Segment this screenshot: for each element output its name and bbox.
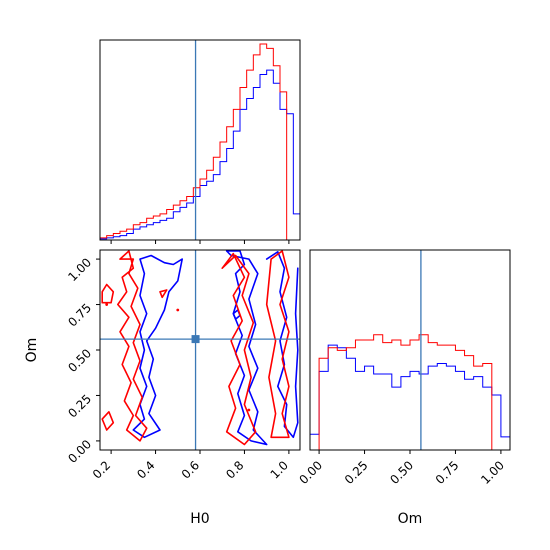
panel-h0-histogram [99,39,301,241]
contour-dot-2 [247,408,251,412]
truth-marker [191,335,200,344]
om-histogram-series-1 [310,334,510,451]
h0-tick-label-0: 0.2 [90,458,113,481]
contour-7 [221,252,257,446]
contour-5 [101,283,115,304]
contour-dot-0 [176,308,180,312]
h0-tick-label-3: 0.8 [223,458,246,481]
panel-2d-frame [99,249,301,451]
contour-1 [225,250,268,446]
om-xtick-label-0: 0.00 [296,458,325,487]
contour-2 [265,251,299,439]
contour-9 [159,289,168,299]
h0-tick-label-1: 0.4 [134,458,157,481]
om-xtick-label-3: 0.75 [433,458,462,487]
om-ytick-label-2: 0.50 [65,346,94,375]
om-xtick-label-4: 1.00 [478,458,507,487]
om-ytick-label-4: 1.00 [65,255,94,284]
om-ytick-label-3: 0.75 [65,301,94,330]
om-xtick-label-1: 0.25 [342,458,371,487]
x-axis-label-om: Om [398,511,423,527]
contour-6 [101,411,115,431]
panel-h0-om-contour: 0.2 0.4 0.6 0.8 1.0 0.00 0.25 0.50 0.75 1.00 [65,240,301,482]
h0-tick-label-4: 1.0 [268,458,291,481]
om-ytick-label-0: 0.00 [65,437,94,466]
x-axis-label-h0: H0 [190,511,209,527]
panel-om-histogram: 0.00 0.25 0.50 0.75 1.00 [296,249,511,487]
h0-histogram-series-1 [99,43,300,241]
om-histogram-series-0 [309,344,511,450]
contour-4 [117,250,148,442]
contour-8 [265,250,290,439]
om-ytick-label-1: 0.25 [65,392,94,421]
contour-dot-1 [105,303,109,306]
h0-histogram-series-0 [99,69,301,240]
y-axis-label-om: Om [24,338,40,363]
h0-tick-label-2: 0.6 [179,458,202,481]
om-xtick-label-2: 0.50 [387,458,416,487]
contour-0 [132,254,183,439]
